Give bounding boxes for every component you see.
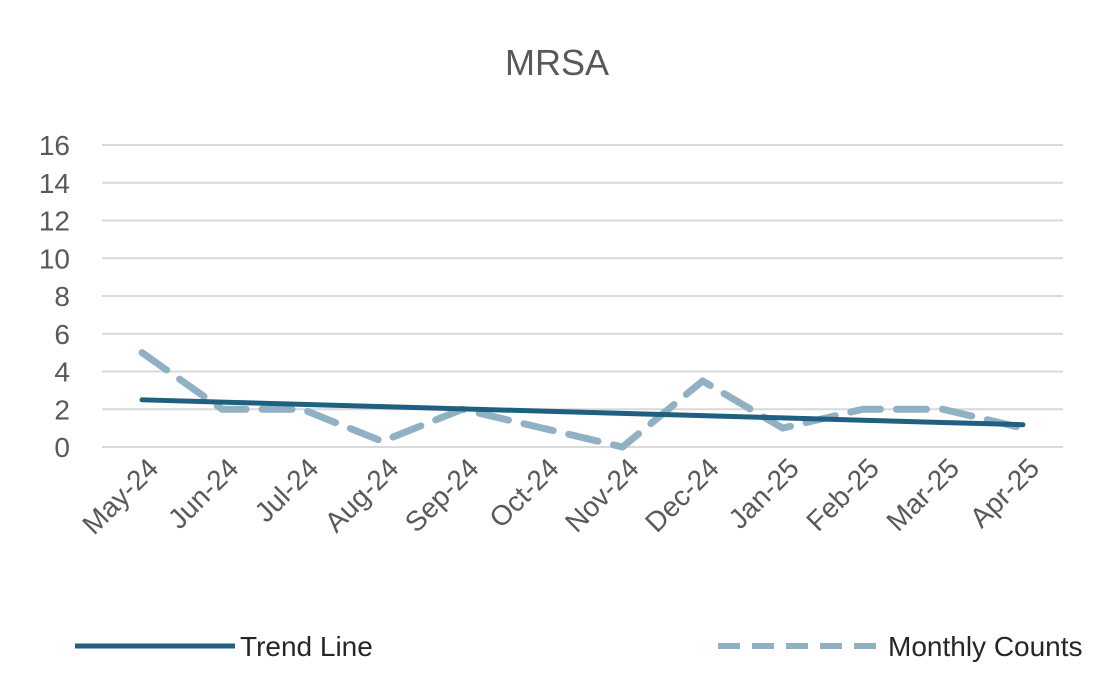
x-tick-label: Mar-25 [880, 452, 965, 537]
legend-trend-line-label: Trend Line [240, 631, 373, 662]
y-tick-label: 6 [54, 319, 70, 350]
series-lines [138, 349, 1027, 451]
legend-monthly-counts-label: Monthly Counts [888, 631, 1083, 662]
legend: Trend Line Monthly Counts [75, 631, 1083, 662]
chart-title: MRSA [505, 42, 609, 83]
x-tick-label: Oct-24 [483, 452, 564, 533]
y-axis-ticks: 0 2 4 6 8 10 12 14 16 [39, 130, 70, 463]
trend-line [139, 397, 1026, 428]
y-tick-label: 16 [39, 130, 70, 161]
x-tick-label: Feb-25 [800, 452, 885, 537]
x-tick-label: Aug-24 [319, 452, 405, 538]
x-tick-label: Apr-25 [964, 452, 1045, 533]
y-tick-label: 0 [54, 432, 70, 463]
x-tick-label: Jan-25 [722, 452, 804, 534]
y-tick-label: 14 [39, 168, 70, 199]
x-tick-label: May-24 [76, 452, 164, 540]
monthly-counts-line [138, 349, 1027, 451]
x-tick-label: Dec-24 [639, 452, 725, 538]
y-tick-label: 4 [54, 357, 70, 388]
y-tick-label: 2 [54, 394, 70, 425]
x-tick-label: Nov-24 [559, 452, 645, 538]
x-tick-label: Jul-24 [249, 452, 325, 528]
x-tick-label: Sep-24 [399, 452, 485, 538]
y-tick-label: 12 [39, 206, 70, 237]
y-tick-label: 8 [54, 281, 70, 312]
y-tick-label: 10 [39, 243, 70, 274]
x-tick-label: Jun-24 [162, 452, 244, 534]
